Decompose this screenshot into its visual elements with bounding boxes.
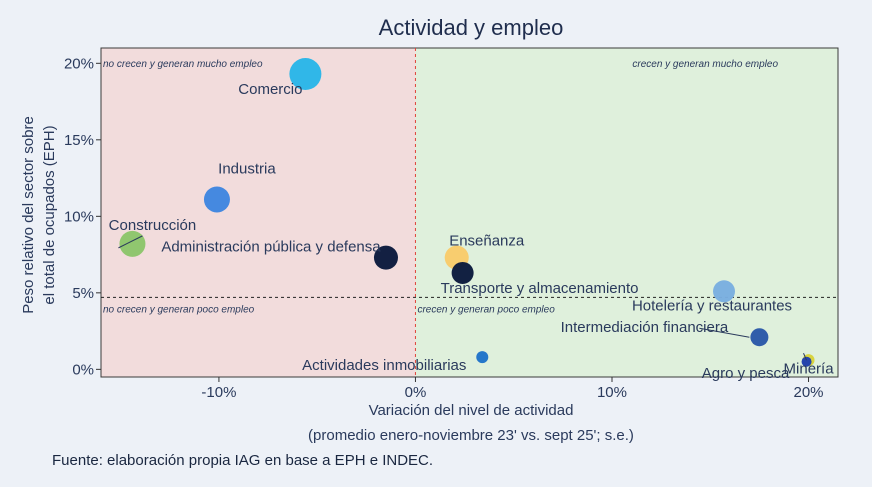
y-axis-label-line2: el total de ocupados (EPH) [41, 125, 58, 304]
x-tick-label: -10% [201, 384, 236, 401]
data-point [713, 280, 736, 303]
point-label: Actividades inmobiliarias [302, 357, 466, 374]
point-label: Enseñanza [449, 233, 525, 250]
quadrant-label-bottom-left: no crecen y generan poco empleo [103, 304, 255, 315]
data-point [203, 186, 230, 213]
x-axis-label-line2: (promedio enero-noviembre 23' vs. sept 2… [308, 427, 634, 444]
point-label: Construcción [109, 217, 197, 234]
point-label: Transporte y almacenamiento [441, 280, 639, 297]
y-tick-label: 20% [64, 55, 94, 72]
x-tick-label: 20% [794, 384, 824, 401]
quadrant-label-top-left: no crecen y generan mucho empleo [103, 59, 263, 70]
quadrant-bg-left [101, 48, 416, 377]
point-label: Hotelería y restaurantes [632, 297, 792, 314]
x-axis-label-line1: Variación del nivel de actividad [369, 402, 574, 419]
y-tick-label: 5% [72, 285, 94, 302]
source-note: Fuente: elaboración propia IAG en base a… [52, 452, 434, 469]
data-point [476, 351, 489, 364]
x-tick-label: 10% [597, 384, 627, 401]
leader-line [699, 327, 750, 338]
point-label: Comercio [238, 81, 302, 98]
data-point [373, 245, 398, 270]
quadrant-label-bottom-right: crecen y generan poco empleo [417, 304, 555, 315]
y-tick-label: 0% [72, 361, 94, 378]
data-point [451, 261, 474, 284]
point-label: Administración pública y defensa [161, 239, 381, 256]
data-point [289, 58, 322, 91]
y-tick-label: 15% [64, 132, 94, 149]
point-label: Industria [218, 160, 276, 177]
point-label: Intermediación financiera [561, 319, 729, 336]
data-point [750, 328, 769, 347]
data-point [119, 230, 146, 257]
x-tick-label: 0% [405, 384, 427, 401]
y-tick-label: 10% [64, 208, 94, 225]
quadrant-label-top-right: crecen y generan mucho empleo [632, 59, 778, 70]
chart-title: Actividad y empleo [379, 15, 564, 40]
leader-line [803, 352, 807, 361]
y-axis-label-line1: Peso relativo del sector sobre [20, 116, 37, 314]
plot-border [100, 47, 839, 378]
data-point [801, 356, 812, 367]
scatter-chart: Actividad y empleo Peso relativo del sec… [20, 15, 839, 444]
point-label: Minería [784, 361, 835, 378]
quadrant-bg-right [415, 48, 838, 377]
leader-line [118, 235, 143, 249]
point-label: Agro y pesca [702, 365, 790, 382]
